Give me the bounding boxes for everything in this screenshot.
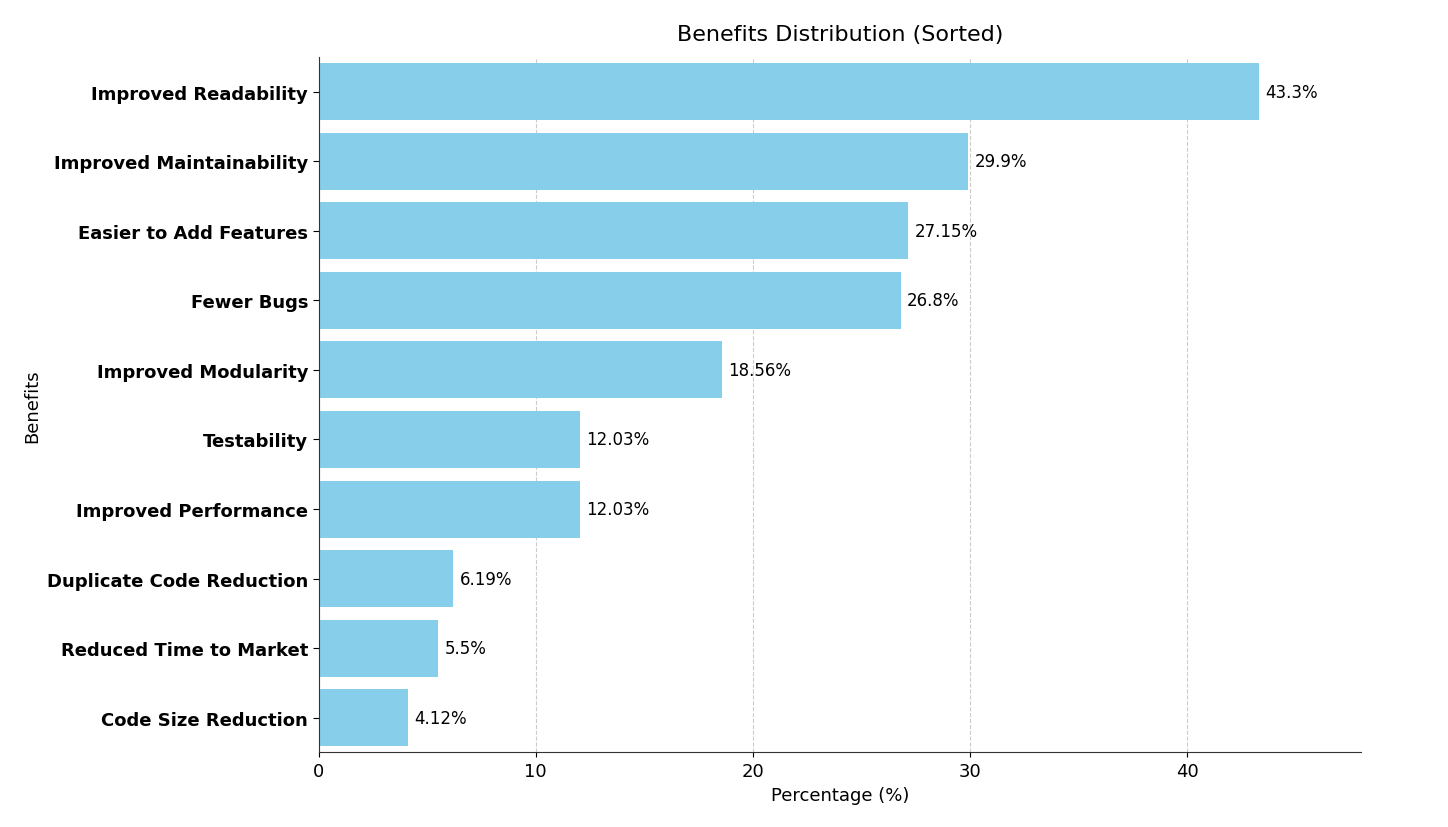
Bar	[319, 551, 453, 607]
Text: 18.56%: 18.56%	[728, 361, 791, 380]
Bar	[319, 273, 901, 329]
Text: 12.03%: 12.03%	[586, 500, 650, 519]
Text: 12.03%: 12.03%	[586, 431, 650, 449]
Text: 4.12%: 4.12%	[414, 709, 468, 727]
Bar	[319, 342, 721, 399]
Y-axis label: Benefits: Benefits	[23, 369, 42, 442]
Title: Benefits Distribution (Sorted): Benefits Distribution (Sorted)	[676, 26, 1003, 45]
Bar	[319, 620, 437, 676]
Text: 6.19%: 6.19%	[459, 570, 513, 588]
Text: 27.15%: 27.15%	[915, 222, 977, 241]
Bar	[319, 690, 408, 746]
Bar	[319, 481, 579, 538]
Bar	[319, 65, 1258, 121]
Bar	[319, 412, 579, 468]
X-axis label: Percentage (%): Percentage (%)	[770, 786, 909, 804]
Bar	[319, 203, 908, 260]
Text: 26.8%: 26.8%	[906, 292, 960, 310]
Text: 29.9%: 29.9%	[975, 153, 1027, 171]
Text: 5.5%: 5.5%	[445, 639, 487, 657]
Text: 43.3%: 43.3%	[1266, 84, 1318, 102]
Bar	[319, 134, 967, 190]
